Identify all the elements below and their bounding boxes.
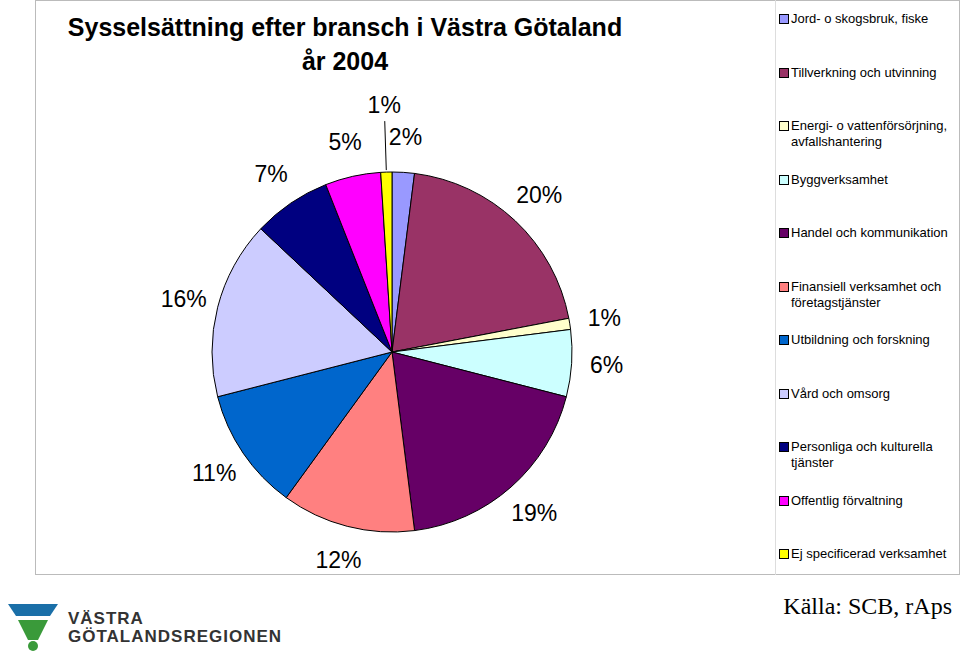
legend-label: Jord- o skogsbruk, fiske (791, 11, 957, 27)
title-line: Sysselsättning efter bransch i Västra Gö… (68, 13, 622, 41)
logo-text: VÄSTRA (68, 609, 144, 628)
legend-swatch (779, 389, 789, 399)
source-note: Källa: SCB, rAps (783, 593, 952, 619)
legend-swatch (779, 335, 789, 345)
legend-swatch (779, 228, 789, 238)
legend-swatch (779, 496, 789, 506)
legend-divider (775, 0, 776, 575)
logo-text: GÖTALANDSREGIONEN (68, 627, 282, 646)
data-label: 19% (511, 500, 557, 526)
legend-label: Vård och omsorg (791, 386, 957, 402)
legend-swatch (779, 282, 789, 292)
legend-label: Energi- o vattenförsörjning, avfallshant… (791, 118, 957, 150)
legend-label: Finansiell verksamhet och företagstjänst… (791, 279, 957, 311)
logo-shape (8, 604, 58, 616)
legend-swatch (779, 442, 789, 452)
logo: VÄSTRAGÖTALANDSREGIONEN (8, 604, 282, 651)
leader-line (385, 121, 387, 170)
pie-slice (326, 172, 392, 352)
legend-swatch (779, 175, 789, 185)
data-label: 1% (368, 92, 401, 118)
legend-label: Personliga och kulturella tjänster (791, 439, 957, 471)
title-line: år 2004 (302, 47, 388, 75)
legend-label: Tillverkning och utvinning (791, 65, 957, 81)
pie-slice (392, 352, 566, 531)
legend-label: Ej specificerad verksamhet (791, 546, 957, 562)
data-label: 16% (161, 286, 207, 312)
legend-label: Offentlig förvaltning (791, 493, 957, 509)
chart-title: Sysselsättning efter bransch i Västra Gö… (68, 13, 622, 75)
data-label: 20% (516, 182, 562, 208)
legend-label: Utbildning och forskning (791, 332, 957, 348)
pie-slices (212, 172, 572, 532)
data-label: 2% (389, 124, 422, 150)
legend-label: Byggverksamhet (791, 172, 957, 188)
legend-swatch (779, 549, 789, 559)
data-label: 1% (588, 305, 621, 331)
data-label: 11% (192, 460, 236, 486)
legend-label: Handel och kommunikation (791, 225, 957, 241)
data-label: 12% (316, 547, 362, 573)
legend-swatch (779, 14, 789, 24)
legend-swatch (779, 121, 789, 131)
chart-frame (36, 1, 960, 575)
pie-slice (381, 172, 392, 352)
data-label: 7% (255, 161, 288, 187)
data-label: 5% (328, 129, 361, 155)
logo-shape (28, 641, 38, 651)
data-label: 6% (590, 352, 623, 378)
legend-swatch (779, 68, 789, 78)
logo-shape (18, 620, 48, 640)
